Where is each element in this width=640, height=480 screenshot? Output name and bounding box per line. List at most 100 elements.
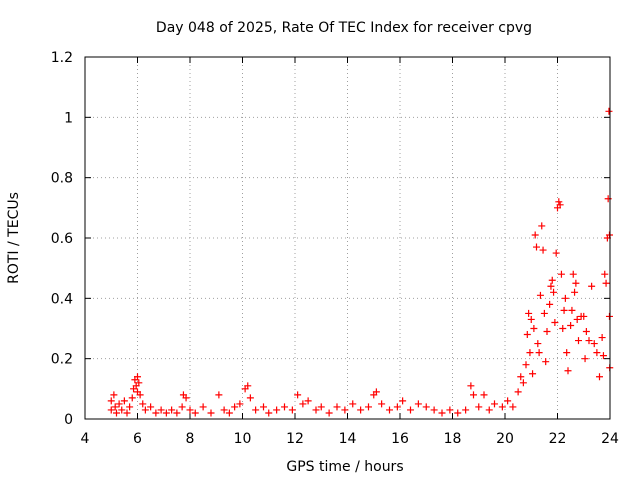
data-point xyxy=(529,370,537,378)
data-point xyxy=(134,373,141,381)
data-point xyxy=(107,406,115,414)
data-point xyxy=(547,282,555,290)
y-axis-label: ROTI / TECUs xyxy=(6,192,22,284)
data-point xyxy=(599,352,607,360)
data-point xyxy=(128,394,136,402)
data-point xyxy=(517,373,525,381)
x-tick-label: 10 xyxy=(234,431,252,447)
data-point xyxy=(485,406,493,414)
data-point xyxy=(575,337,582,345)
data-point xyxy=(498,403,506,411)
data-point xyxy=(536,291,544,299)
data-point xyxy=(252,406,260,414)
data-point xyxy=(399,397,407,405)
data-point xyxy=(430,406,438,414)
data-point xyxy=(538,222,546,230)
x-tick-label: 14 xyxy=(339,431,357,447)
data-point xyxy=(602,279,610,287)
data-point xyxy=(581,355,589,363)
data-point xyxy=(304,397,312,405)
data-point xyxy=(446,406,454,414)
data-point xyxy=(561,294,569,302)
data-point xyxy=(152,409,160,417)
data-point xyxy=(110,391,118,399)
data-point xyxy=(135,379,143,387)
data-point xyxy=(407,406,414,414)
data-point xyxy=(231,403,239,411)
data-point xyxy=(123,409,131,417)
data-point xyxy=(557,270,565,278)
plot-frame xyxy=(84,56,611,420)
data-point xyxy=(533,243,540,251)
data-point xyxy=(504,397,512,405)
x-tick-label: 16 xyxy=(391,431,409,447)
data-point xyxy=(530,325,538,332)
data-point xyxy=(220,406,228,414)
data-point xyxy=(107,397,115,405)
data-point xyxy=(467,382,475,390)
data-point xyxy=(604,195,612,203)
data-point xyxy=(540,309,548,317)
data-point xyxy=(111,403,119,411)
data-point xyxy=(543,328,551,336)
data-point xyxy=(372,388,380,396)
data-point xyxy=(141,406,149,414)
data-point xyxy=(601,270,609,278)
data-point xyxy=(236,400,244,408)
y-tick-label: 1 xyxy=(64,110,73,126)
data-point xyxy=(539,246,547,254)
data-point xyxy=(535,349,543,357)
data-point xyxy=(568,306,576,314)
data-point xyxy=(273,406,281,414)
data-point xyxy=(605,107,613,115)
data-point xyxy=(480,391,488,399)
data-point xyxy=(191,409,199,417)
data-point xyxy=(162,409,170,417)
x-tick-label: 22 xyxy=(549,431,567,447)
data-point xyxy=(585,337,593,345)
data-point xyxy=(550,288,558,296)
data-point xyxy=(548,276,556,284)
data-point xyxy=(598,334,606,342)
data-point xyxy=(605,312,613,320)
data-point xyxy=(552,249,560,257)
data-point xyxy=(294,391,302,399)
data-point xyxy=(605,231,613,239)
grid-layer xyxy=(85,57,610,419)
data-point xyxy=(207,409,215,417)
data-point xyxy=(593,349,601,357)
data-point xyxy=(244,382,252,390)
data-points xyxy=(107,107,614,417)
data-point xyxy=(531,231,539,239)
data-point xyxy=(199,403,207,411)
y-tick-label: 0.8 xyxy=(51,171,73,187)
data-point xyxy=(567,321,575,329)
data-point xyxy=(120,397,128,405)
data-point xyxy=(225,409,233,417)
data-point xyxy=(393,403,401,411)
y-tick-label: 0.6 xyxy=(51,231,73,247)
data-point xyxy=(590,340,598,348)
data-point xyxy=(312,406,320,414)
data-point xyxy=(475,403,483,411)
data-point xyxy=(573,315,581,323)
y-tick-label: 0 xyxy=(64,412,73,428)
data-point xyxy=(523,331,531,339)
data-point xyxy=(527,315,535,323)
y-tick-label: 1.2 xyxy=(51,50,73,66)
data-point xyxy=(563,349,571,357)
data-point xyxy=(564,367,572,375)
data-point xyxy=(186,406,194,414)
data-point xyxy=(560,306,568,314)
data-point xyxy=(572,279,580,287)
data-point xyxy=(546,300,554,308)
data-point xyxy=(526,349,534,357)
data-point xyxy=(559,325,567,332)
data-point xyxy=(173,409,181,417)
data-point xyxy=(491,400,498,408)
y-tick-label: 0.2 xyxy=(51,352,73,368)
data-point xyxy=(136,391,144,399)
tick-layer xyxy=(84,56,611,420)
data-point xyxy=(462,406,470,414)
x-tick-label: 20 xyxy=(496,431,514,447)
